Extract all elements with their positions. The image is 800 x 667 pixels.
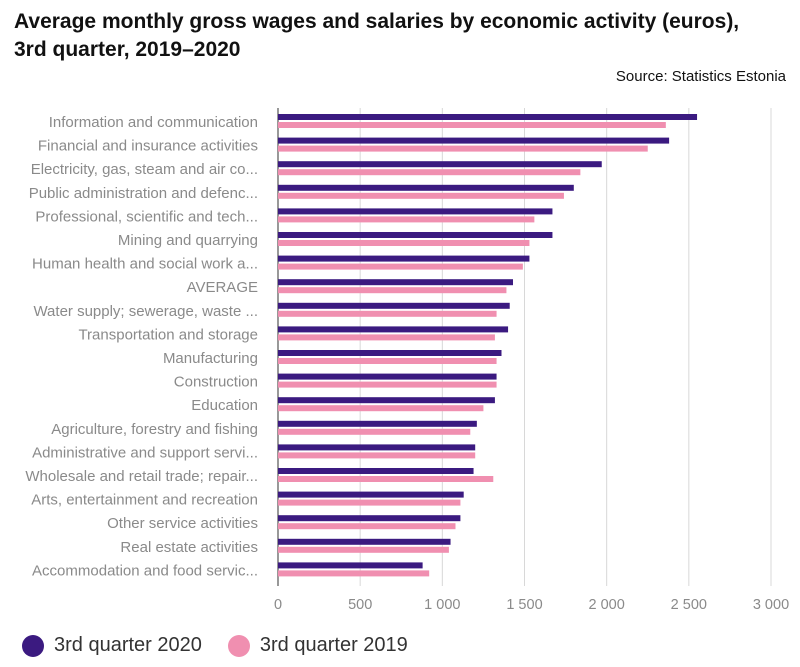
bar xyxy=(278,397,495,404)
category-label: Professional, scientific and tech... xyxy=(35,208,258,225)
x-tick-label: 1 000 xyxy=(424,597,460,613)
bar xyxy=(278,240,530,246)
bar-chart: 0 500 1 000 1 500 2 000 2 500 3 000 Information… xyxy=(25,108,789,613)
category-label: Electricity, gas, steam and air co... xyxy=(31,161,258,178)
x-tick-label: 3 000 xyxy=(753,597,789,613)
bar xyxy=(278,137,670,144)
bar xyxy=(278,208,553,215)
bar xyxy=(278,381,497,388)
bar xyxy=(278,310,497,317)
x-tick-label: 500 xyxy=(348,597,372,613)
category-label: Administrative and support servi... xyxy=(32,444,258,461)
category-label: Financial and insurance activities xyxy=(38,138,258,155)
bar xyxy=(278,255,530,262)
x-tick-label: 2 000 xyxy=(589,597,625,613)
bar xyxy=(278,444,476,451)
x-tick-label: 0 xyxy=(274,597,282,613)
category-label: Real estate activities xyxy=(120,539,258,556)
legend-item-2020[interactable]: 3rd quarter 2020 xyxy=(22,634,202,657)
bar xyxy=(278,279,513,286)
category-label: Accommodation and food servic... xyxy=(32,562,258,579)
category-label: Transportation and storage xyxy=(78,326,258,343)
category-label: Construction xyxy=(174,374,258,391)
legend-label-2020: 3rd quarter 2020 xyxy=(54,634,202,656)
bar xyxy=(278,192,564,199)
bar xyxy=(278,358,497,364)
legend-swatch-2019 xyxy=(227,634,250,657)
category-label: Agriculture, forestry and fishing xyxy=(51,421,258,438)
category-label: Arts, entertainment and recreation xyxy=(31,492,258,509)
bar xyxy=(278,428,471,435)
bar xyxy=(278,122,666,128)
category-label: Mining and quarrying xyxy=(118,232,258,249)
bar xyxy=(278,523,456,530)
bar xyxy=(278,562,423,569)
bar xyxy=(278,420,477,427)
category-label: Water supply; sewerage, waste ... xyxy=(33,303,258,320)
bar xyxy=(278,515,461,522)
category-label: Wholesale and retail trade; repair... xyxy=(25,468,258,485)
source-note: Source: Statistics Estonia xyxy=(615,68,786,85)
bar xyxy=(278,161,602,168)
bar xyxy=(278,452,476,459)
bar xyxy=(278,145,648,152)
category-label: AVERAGE xyxy=(187,279,258,296)
x-tick-label: 2 500 xyxy=(671,597,707,613)
bar xyxy=(278,350,502,356)
chart-title: Average monthly gross wages and salaries… xyxy=(14,10,740,61)
bar xyxy=(278,326,509,333)
bar xyxy=(278,302,510,309)
category-label: Public administration and defenc... xyxy=(29,185,258,202)
bar xyxy=(278,546,449,553)
bar xyxy=(278,570,430,577)
bar xyxy=(278,169,581,176)
bar xyxy=(278,476,494,482)
bar xyxy=(278,287,507,294)
category-label: Information and communication xyxy=(49,114,258,131)
bar xyxy=(278,468,474,474)
legend: 3rd quarter 2020 3rd quarter 2019 xyxy=(22,634,434,657)
bar xyxy=(278,263,523,270)
bar xyxy=(278,216,535,223)
bar xyxy=(278,491,464,498)
legend-swatch-2020 xyxy=(22,634,44,657)
category-label: Education xyxy=(191,397,258,414)
bar xyxy=(278,232,553,238)
bar xyxy=(278,499,461,506)
bar xyxy=(278,334,495,341)
bar xyxy=(278,538,451,545)
legend-label-2019: 3rd quarter 2019 xyxy=(259,634,408,656)
bar xyxy=(278,373,497,380)
category-label: Human health and social work a... xyxy=(32,256,258,273)
bar xyxy=(278,184,574,191)
bar xyxy=(278,114,698,120)
category-label: Manufacturing xyxy=(163,350,258,367)
x-tick-label: 1 500 xyxy=(506,597,542,613)
category-label: Other service activities xyxy=(107,515,258,532)
bar xyxy=(278,405,484,412)
legend-item-2019[interactable]: 3rd quarter 2019 xyxy=(227,634,408,657)
